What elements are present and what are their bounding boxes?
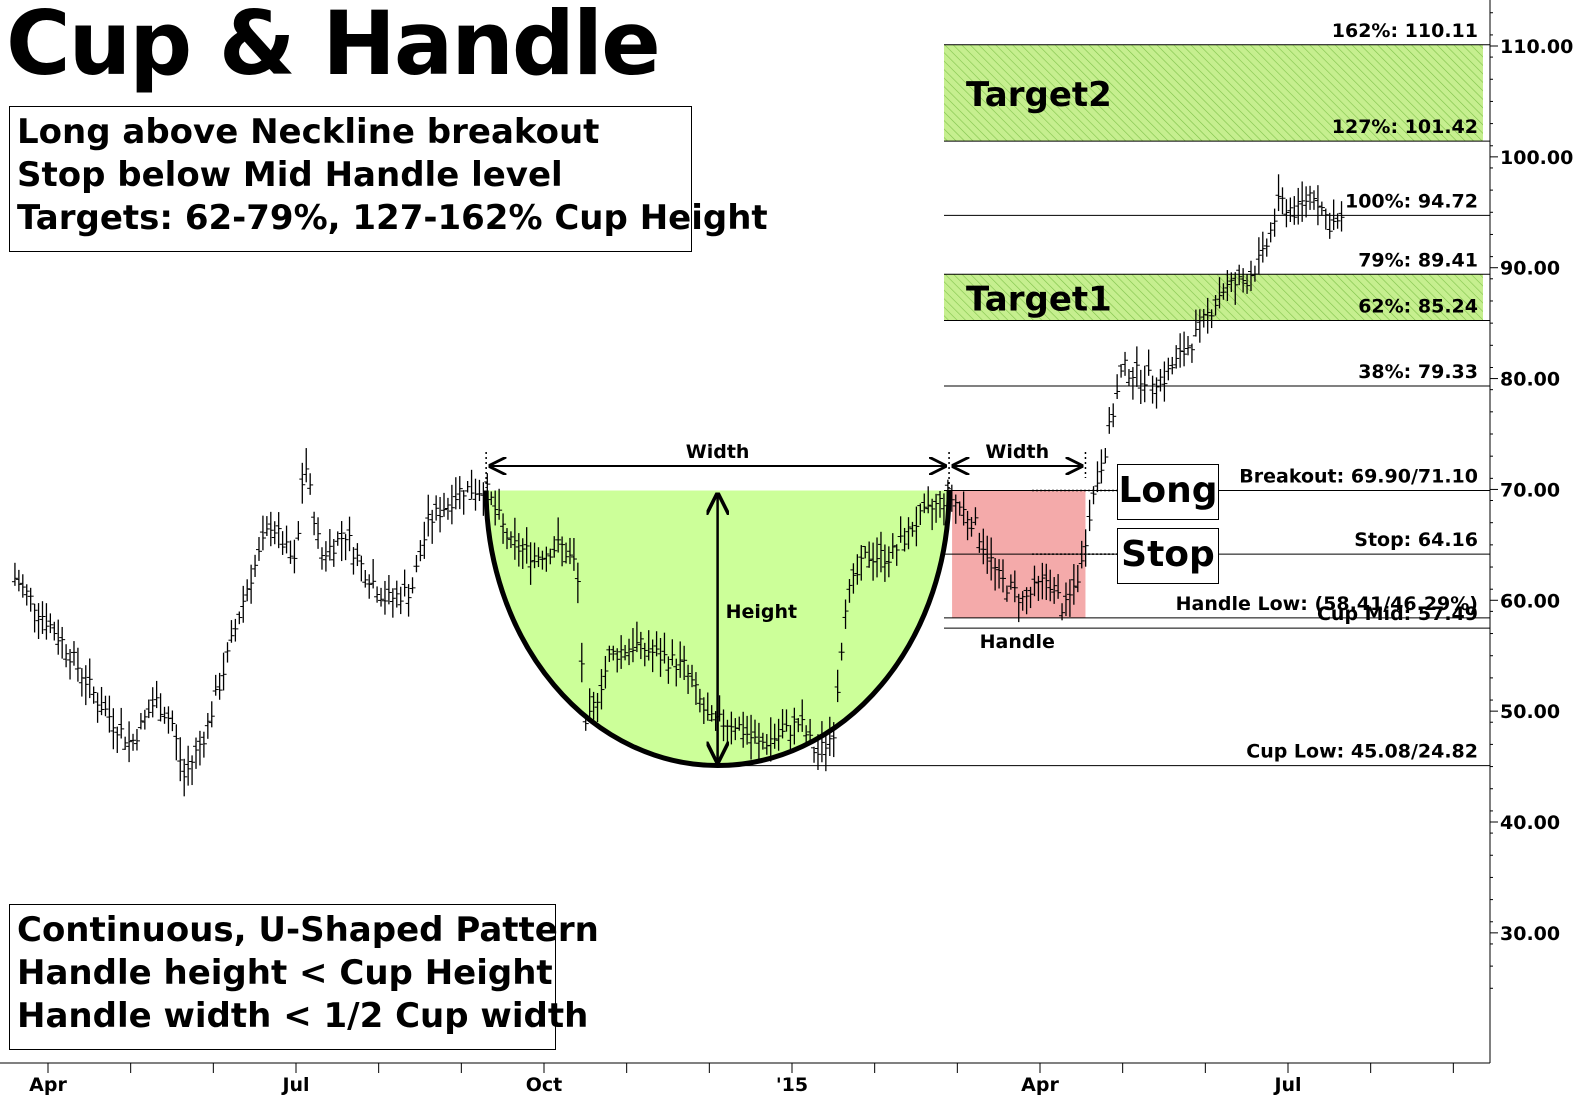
level-label: Handle Low: (58.41/46.29%) [1176, 593, 1478, 615]
level-label: 38%: 79.33 [1358, 361, 1478, 383]
rule-entry: Long above Neckline breakout [17, 112, 600, 152]
stop-tag: Stop [1117, 528, 1219, 584]
x-tick-label: Apr [29, 1074, 67, 1096]
x-tick-label: Oct [526, 1074, 563, 1096]
level-label: 100%: 94.72 [1345, 190, 1478, 212]
rule-stop: Stop below Mid Handle level [17, 155, 563, 195]
y-tick-label: 70.00 [1500, 479, 1560, 501]
level-label: Cup Low: 45.08/24.82 [1246, 741, 1478, 763]
y-tick-label: 40.00 [1500, 812, 1560, 834]
trading-rules-box: Long above Neckline breakout Stop below … [9, 106, 768, 252]
level-label: 127%: 101.42 [1332, 116, 1478, 138]
y-tick-label: 90.00 [1500, 258, 1560, 280]
x-tick-label: '15 [776, 1074, 808, 1096]
level-label: 79%: 89.41 [1358, 249, 1478, 271]
long-tag: Long [1117, 464, 1219, 520]
pattern-criteria-box: Continuous, U-Shaped Pattern Handle heig… [9, 904, 599, 1050]
target-label: Target2 [966, 75, 1112, 115]
y-tick-label: 80.00 [1500, 369, 1560, 391]
level-label: Stop: 64.16 [1354, 529, 1478, 551]
handle-label: Handle [980, 631, 1055, 653]
y-tick-label: 100.00 [1500, 147, 1573, 169]
cup-outline [483, 490, 952, 769]
y-tick-label: 50.00 [1500, 701, 1560, 723]
level-label: 62%: 85.24 [1358, 295, 1478, 317]
criteria-shape: Continuous, U-Shaped Pattern [17, 910, 599, 950]
target-zone [944, 44, 1483, 142]
criteria-height: Handle height < Cup Height [17, 953, 553, 993]
level-label: Breakout: 69.90/71.10 [1239, 466, 1478, 488]
y-tick-label: 60.00 [1500, 590, 1560, 612]
criteria-width: Handle width < 1/2 Cup width [17, 996, 589, 1036]
handle-width-label: Width [985, 441, 1049, 463]
level-label: 162%: 110.11 [1332, 20, 1478, 42]
rule-targets: Targets: 62-79%, 127-162% Cup Height [17, 198, 768, 238]
x-tick-label: Apr [1021, 1074, 1059, 1096]
x-tick-label: Jul [280, 1074, 309, 1096]
y-tick-label: 30.00 [1500, 923, 1560, 945]
y-tick-label: 110.00 [1500, 36, 1573, 58]
chart-title: Cup & Handle [6, 0, 661, 95]
level-label: Cup Mid: 57.49 [1317, 603, 1478, 625]
target-zone [944, 274, 1483, 321]
cup-height-label: Height [726, 601, 798, 623]
x-tick-label: Jul [1272, 1074, 1301, 1096]
target-label: Target1 [966, 279, 1112, 319]
cup-width-label: Width [686, 441, 750, 463]
